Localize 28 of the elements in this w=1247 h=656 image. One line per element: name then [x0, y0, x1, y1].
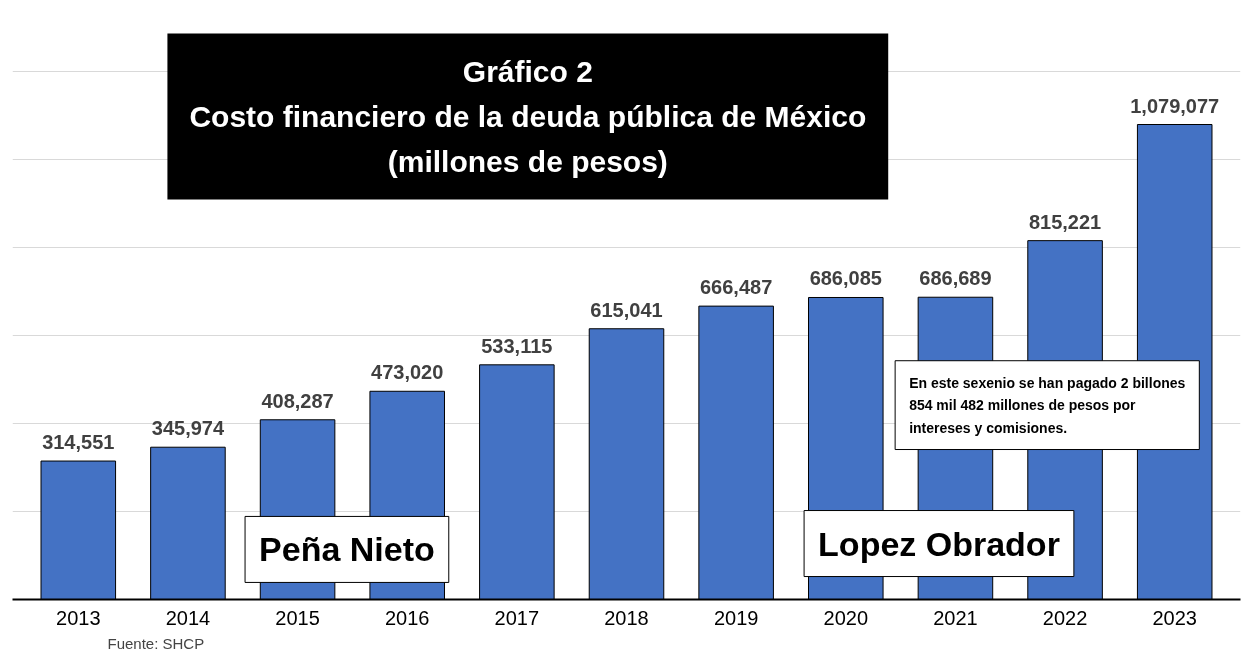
x-tick-label: 2019	[713, 606, 759, 629]
chart-title: Gráfico 2	[462, 55, 593, 89]
data-label: 345,974	[151, 417, 225, 440]
data-label: 666,487	[700, 276, 773, 299]
x-tick-label: 2021	[933, 606, 978, 629]
x-tick-label: 2023	[1152, 606, 1197, 629]
x-tick-label: 2020	[823, 606, 869, 629]
x-tick-label: 2022	[1042, 606, 1088, 629]
data-label: 686,689	[919, 267, 992, 290]
source-note: Fuente: SHCP	[107, 634, 205, 652]
x-tick-label: 2016	[384, 606, 430, 629]
data-label: 408,287	[261, 389, 334, 412]
data-label: 1,079,077	[1130, 94, 1220, 117]
data-label: 686,085	[809, 267, 882, 290]
data-label: 815,221	[1028, 210, 1102, 233]
x-tick-label: 2014	[165, 606, 211, 629]
annotation: En este sexenio se han pagado 2 billones 854 mil 482 millones de pesos por intereses y comisiones.	[909, 374, 1186, 436]
chart-subtitle: Costo financiero de la deuda pública de México (millones de pesos)	[189, 100, 867, 178]
annotation: Peña Nieto	[259, 530, 435, 569]
data-label: 473,020	[371, 361, 444, 384]
x-tick-label: 2013	[56, 606, 101, 629]
data-label: 533,115	[481, 334, 553, 357]
x-tick-label: 2015	[275, 606, 320, 629]
x-tick-label: 2018	[604, 606, 649, 629]
data-label: 314,551	[42, 431, 115, 454]
annotation: Lopez Obrador	[818, 524, 1060, 563]
data-label: 615,041	[590, 298, 663, 321]
x-tick-label: 2017	[494, 606, 540, 629]
